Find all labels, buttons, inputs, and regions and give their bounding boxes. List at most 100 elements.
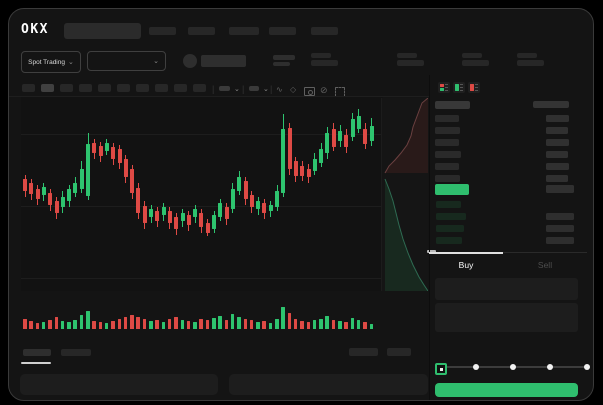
orderbook-view-both-icon[interactable] xyxy=(438,82,450,93)
slash-circle-icon[interactable]: ⊘ xyxy=(320,85,328,95)
slider-stop-75[interactable] xyxy=(547,364,553,370)
buy-submit-button[interactable] xyxy=(435,383,578,397)
wave-line-icon[interactable]: ∿ xyxy=(276,85,283,94)
bottom-tab-2[interactable] xyxy=(61,349,91,356)
candle xyxy=(60,197,65,207)
timeframe-button-10[interactable] xyxy=(193,84,206,92)
amount-input-field[interactable] xyxy=(435,303,578,332)
bottom-tab-active[interactable] xyxy=(23,349,51,356)
volume-bar xyxy=(312,320,317,329)
volume-bar xyxy=(48,320,52,329)
nav-item-3[interactable] xyxy=(229,27,259,35)
candle xyxy=(319,149,324,163)
candlestick-chart[interactable] xyxy=(21,97,383,291)
volume-bar xyxy=(23,319,27,329)
volume-bar xyxy=(111,321,115,329)
ask-row-price[interactable] xyxy=(435,139,459,146)
chevron-down-icon: ⌄ xyxy=(153,57,159,65)
candle xyxy=(142,206,147,223)
candle xyxy=(73,183,78,193)
buy-tab-indicator xyxy=(429,252,503,254)
ask-row-price[interactable] xyxy=(435,175,460,182)
timeframe-button-3[interactable] xyxy=(60,84,73,92)
candle xyxy=(249,195,254,207)
toolbar-separator: | xyxy=(242,84,245,94)
ask-row-price[interactable] xyxy=(435,151,461,158)
bid-row-size[interactable] xyxy=(546,213,574,220)
bid-row-price[interactable] xyxy=(436,213,466,220)
bid-row-price[interactable] xyxy=(436,225,464,232)
footer-panel-2[interactable] xyxy=(229,374,428,395)
timeframe-button-5[interactable] xyxy=(98,84,111,92)
volume-bar xyxy=(319,319,323,329)
orderbook-header-left xyxy=(435,101,470,109)
ask-row-size[interactable] xyxy=(546,175,568,182)
bid-row-size[interactable] xyxy=(546,237,574,244)
slider-stop-25[interactable] xyxy=(473,364,479,370)
timeframe-button-1[interactable] xyxy=(22,84,35,92)
candle xyxy=(41,187,46,195)
stat-value-4 xyxy=(517,60,544,66)
chevron-down-icon[interactable]: ⌄ xyxy=(234,86,240,93)
orderbook-view-bids-icon[interactable] xyxy=(453,82,465,93)
volume-bar xyxy=(256,322,260,329)
ask-row-size[interactable] xyxy=(546,127,568,134)
nav-item-5[interactable] xyxy=(311,27,338,35)
bid-row-price[interactable] xyxy=(436,201,461,208)
candle xyxy=(306,169,311,177)
timeframe-button-4[interactable] xyxy=(79,84,92,92)
bottom-action-1[interactable] xyxy=(349,348,378,356)
timeframe-button-6[interactable] xyxy=(117,84,130,92)
candle xyxy=(218,203,223,217)
slider-handle-active[interactable] xyxy=(435,363,447,375)
orderbook-last-price-bar[interactable] xyxy=(435,184,469,195)
volume-bar xyxy=(338,321,342,329)
tab-buy[interactable]: Buy xyxy=(458,260,474,270)
volume-bar xyxy=(29,321,33,329)
volume-bar xyxy=(268,323,273,329)
search-input[interactable] xyxy=(64,23,141,39)
nav-item-4[interactable] xyxy=(269,27,296,35)
volume-bar xyxy=(212,318,216,329)
stat-value-3 xyxy=(462,60,489,66)
bid-row-size[interactable] xyxy=(546,225,574,232)
footer-panel-1[interactable] xyxy=(20,374,218,395)
timeframe-button-7[interactable] xyxy=(136,84,149,92)
slider-stop-50[interactable] xyxy=(510,364,516,370)
timeframe-button-2-active[interactable] xyxy=(41,84,54,92)
tab-sell[interactable]: Sell xyxy=(537,260,553,270)
candle xyxy=(212,215,216,229)
market-type-dropdown[interactable]: Spot Trading ⌄ xyxy=(21,51,81,73)
ask-row-price[interactable] xyxy=(435,127,460,134)
diamond-draw-icon[interactable]: ◇ xyxy=(290,85,297,94)
amount-slider[interactable] xyxy=(434,359,592,375)
ask-row-size[interactable] xyxy=(546,139,569,146)
indicator-dropdown[interactable] xyxy=(219,86,230,91)
candle xyxy=(338,131,342,141)
chevron-down-icon[interactable]: ⌄ xyxy=(263,86,269,93)
overlay-dropdown[interactable] xyxy=(249,86,259,91)
candle xyxy=(350,119,355,137)
timeframe-button-9[interactable] xyxy=(174,84,187,92)
volume-bar xyxy=(98,322,103,329)
bottom-action-2[interactable] xyxy=(387,348,411,356)
bid-row-price[interactable] xyxy=(436,237,462,244)
slider-stop-100[interactable] xyxy=(584,364,590,370)
toolbar-separator: | xyxy=(212,84,215,94)
price-input-field[interactable] xyxy=(435,278,578,300)
timeframe-button-8[interactable] xyxy=(155,84,168,92)
ask-row-size[interactable] xyxy=(546,151,568,158)
ask-row-price[interactable] xyxy=(435,115,459,122)
camera-icon[interactable] xyxy=(304,87,315,96)
volume-bar xyxy=(142,319,147,329)
ask-row-size[interactable] xyxy=(546,115,569,122)
pair-selector-dropdown[interactable]: ⌄ xyxy=(87,51,166,71)
ask-row-price[interactable] xyxy=(435,163,459,170)
orderbook-view-asks-icon[interactable] xyxy=(468,82,480,93)
volume-bar xyxy=(363,322,367,329)
candle xyxy=(186,215,191,225)
nav-item-2[interactable] xyxy=(188,27,215,35)
ask-row-size[interactable] xyxy=(546,163,569,170)
candle xyxy=(356,116,361,129)
nav-item-1[interactable] xyxy=(149,27,176,35)
